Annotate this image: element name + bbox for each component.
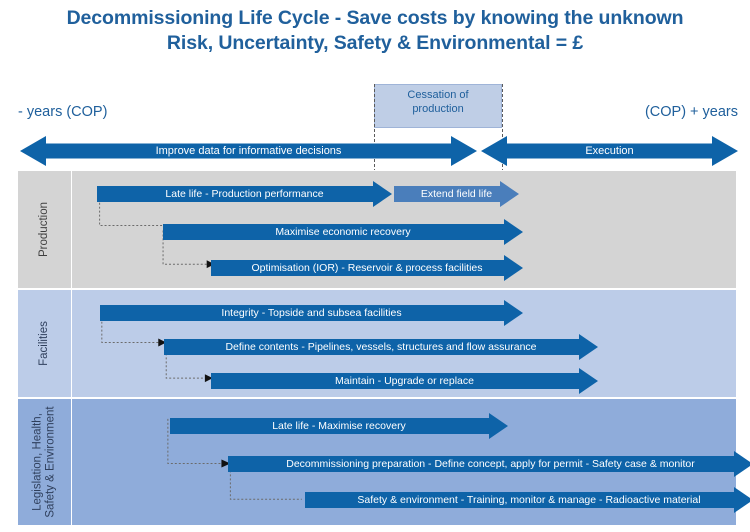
band-body-production: Late life - Production performance Extend… <box>72 171 736 288</box>
band-label-legislation-line-2: Safety & Environment <box>44 406 57 518</box>
band-label-facilities-text: Facilities <box>37 321 50 366</box>
band-label-production: Production <box>18 171 72 288</box>
task-arrow[interactable]: Optimisation (IOR) - Reservoir & process… <box>211 255 523 281</box>
title-line-1: Decommissioning Life Cycle - Save costs … <box>66 7 684 29</box>
band-production: Production Late life - Production perfor… <box>18 170 736 288</box>
task-arrow[interactable]: Late life - Production performance <box>97 181 392 207</box>
task-arrow[interactable]: Define contents - Pipelines, vessels, st… <box>164 334 598 360</box>
left-era-label: - years (COP) <box>18 104 108 120</box>
improve-data-timeline-arrow: Improve data for informative decisions <box>20 134 477 168</box>
task-arrow[interactable]: Decommissioning preparation - Define con… <box>228 451 750 477</box>
task-arrow[interactable]: Late life - Maximise recovery <box>170 413 508 439</box>
task-arrow[interactable]: Maximise economic recovery <box>163 219 523 245</box>
task-arrow[interactable]: Maintain - Upgrade or replace <box>211 368 598 394</box>
band-label-legislation-line-1: Legislation, Health, <box>31 413 44 511</box>
band-label-production-text: Production <box>38 202 51 257</box>
band-facilities: Facilities Integrity - Topside and subse… <box>18 289 736 397</box>
right-era-label: (COP) + years <box>644 104 738 120</box>
cessation-of-production-label: Cessation of production <box>374 88 502 116</box>
page-title: Decommissioning Life Cycle - Save costs … <box>0 6 750 56</box>
band-body-facilities: Integrity - Topside and subsea facilitie… <box>72 290 736 397</box>
title-line-2: Risk, Uncertainty, Safety & Environmenta… <box>166 32 584 54</box>
band-body-legislation: Late life - Maximise recovery Decommissio… <box>72 399 750 525</box>
band-label-facilities: Facilities <box>18 290 72 397</box>
task-arrow[interactable]: Extend field life <box>394 181 519 207</box>
task-arrow[interactable]: Integrity - Topside and subsea facilitie… <box>100 300 523 326</box>
task-arrow[interactable]: Safety & environment - Training, monitor… <box>305 487 750 513</box>
band-label-legislation-text: Legislation, Health, Safety & Environmen… <box>32 406 58 517</box>
cessation-label-line-1: Cessation of <box>407 89 469 101</box>
band-label-legislation: Legislation, Health, Safety & Environmen… <box>18 399 72 525</box>
cessation-label-line-2: production <box>412 103 464 115</box>
band-legislation: Legislation, Health, Safety & Environmen… <box>18 398 750 525</box>
cessation-of-production-box <box>374 84 502 128</box>
execution-timeline-arrow: Execution <box>481 134 738 168</box>
